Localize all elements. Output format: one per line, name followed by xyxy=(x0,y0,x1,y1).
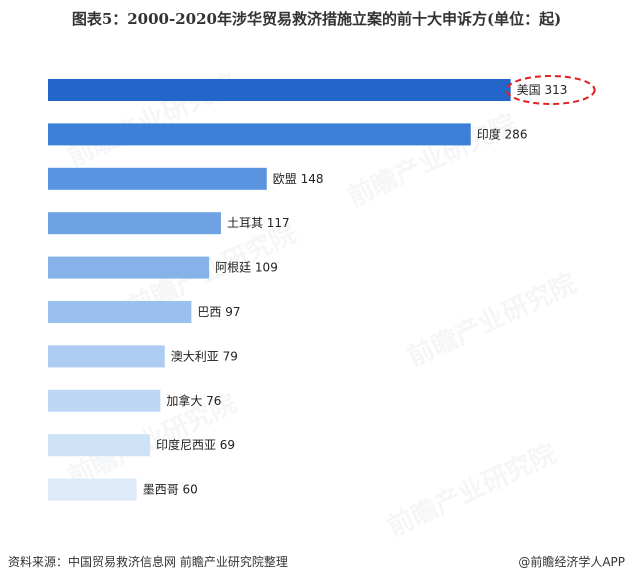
bar-6 xyxy=(48,345,165,368)
source-note: 资料来源：中国贸易救济信息网 前瞻产业研究院整理 xyxy=(8,554,288,569)
chart-title: 图表5：2000-2020年涉华贸易救济措施立案的前十大申诉方(单位：起) xyxy=(71,10,562,28)
bar-label: 美国 313 xyxy=(517,83,568,97)
bar-5 xyxy=(48,301,192,323)
bar-label: 阿根廷 109 xyxy=(215,261,278,275)
bar-label: 土耳其 117 xyxy=(227,216,290,230)
bar-label: 巴西 97 xyxy=(197,305,240,319)
bar-9 xyxy=(48,478,137,501)
bar-0 xyxy=(48,79,511,101)
bar-label: 欧盟 148 xyxy=(273,172,324,186)
bar-1 xyxy=(48,123,471,146)
brand-credit: @前瞻经济学人APP xyxy=(518,554,625,569)
bar-7 xyxy=(48,389,161,412)
highlight-ellipse xyxy=(505,75,596,105)
bar-2 xyxy=(48,167,267,190)
bar-8 xyxy=(48,434,150,457)
bar-chart: 美国 313 印度 286 欧盟 148 土耳其 117 阿根廷 109 巴西 97 澳大利… xyxy=(48,75,596,501)
bar-label: 加拿大 76 xyxy=(166,393,221,408)
bar-label: 印度 286 xyxy=(477,126,528,141)
bar-label: 印度尼西亚 69 xyxy=(156,437,235,452)
footer: 资料来源：中国贸易救济信息网 前瞻产业研究院整理 @前瞻经济学人APP xyxy=(8,551,625,571)
bar-label: 墨西哥 60 xyxy=(143,483,198,497)
bar-label: 澳大利亚 79 xyxy=(171,349,238,363)
bar-3 xyxy=(48,212,221,235)
bar-4 xyxy=(48,256,210,279)
